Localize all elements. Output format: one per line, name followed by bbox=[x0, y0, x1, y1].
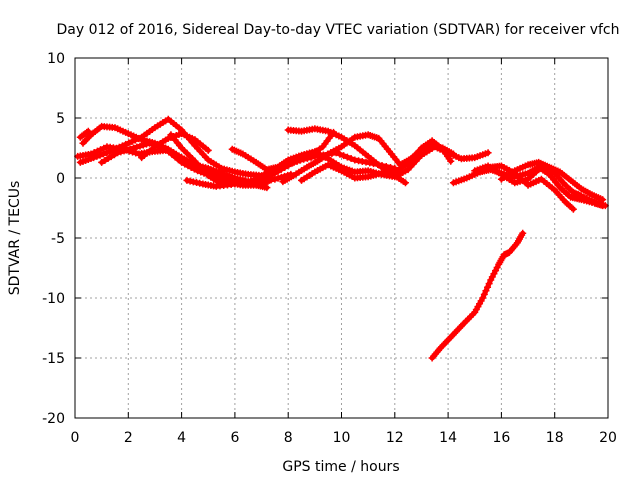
x-tick-label: 20 bbox=[599, 430, 617, 446]
data-point bbox=[130, 144, 138, 152]
x-tick-label: 12 bbox=[386, 430, 404, 446]
x-tick-label: 16 bbox=[492, 430, 510, 446]
x-tick-label: 14 bbox=[439, 430, 457, 446]
data-point bbox=[126, 145, 134, 153]
x-tick-label: 6 bbox=[230, 430, 239, 446]
y-axis-label: SDTVAR / TECUs bbox=[7, 181, 23, 296]
data-point bbox=[99, 150, 107, 158]
data-point bbox=[401, 179, 409, 187]
data-point bbox=[84, 127, 92, 135]
data-point bbox=[194, 167, 202, 175]
x-tick-label: 0 bbox=[71, 430, 80, 446]
data-point bbox=[102, 149, 110, 157]
data-point bbox=[482, 287, 490, 295]
data-point bbox=[142, 140, 150, 148]
x-tick-label: 4 bbox=[177, 430, 186, 446]
series-trace bbox=[472, 163, 608, 209]
data-point bbox=[480, 290, 488, 298]
data-point bbox=[146, 139, 154, 147]
data-point bbox=[484, 283, 492, 291]
data-point bbox=[109, 146, 117, 154]
data-point bbox=[343, 153, 351, 161]
data-point bbox=[204, 146, 212, 154]
y-tick-label: 0 bbox=[56, 171, 65, 187]
data-point bbox=[115, 143, 123, 151]
data-point bbox=[347, 155, 355, 163]
x-tick-label: 2 bbox=[124, 430, 133, 446]
data-point bbox=[599, 196, 607, 204]
data-point bbox=[96, 151, 104, 159]
data-point bbox=[93, 152, 101, 160]
series-sat17 bbox=[428, 229, 527, 362]
data-point bbox=[118, 142, 126, 150]
axis-ticks: 0 2 4 6 8 10 12 14 16 18 20 -20 -15 -10 -5 0 5 10 bbox=[42, 51, 617, 446]
data-point bbox=[271, 175, 279, 183]
data-point bbox=[90, 154, 98, 162]
data-point bbox=[277, 173, 285, 181]
y-tick-label: 10 bbox=[47, 51, 65, 67]
data-point bbox=[449, 150, 457, 158]
data-point bbox=[133, 143, 141, 151]
series-sat12 bbox=[298, 137, 455, 184]
data-point bbox=[484, 149, 492, 157]
data-point bbox=[387, 163, 395, 171]
x-tick-label: 18 bbox=[546, 430, 564, 446]
data-point bbox=[336, 150, 344, 158]
data-point bbox=[123, 146, 131, 154]
data-point bbox=[122, 140, 130, 148]
series-layer bbox=[74, 115, 609, 362]
data-point bbox=[447, 157, 455, 165]
data-point bbox=[340, 152, 348, 160]
y-tick-label: -20 bbox=[42, 411, 65, 427]
data-point bbox=[263, 184, 271, 192]
data-point bbox=[136, 142, 144, 150]
y-tick-label: -5 bbox=[51, 231, 65, 247]
data-point bbox=[519, 229, 527, 237]
data-point bbox=[158, 144, 166, 152]
y-tick-label: 5 bbox=[56, 111, 65, 127]
series-sat16 bbox=[497, 158, 607, 204]
y-tick-label: -15 bbox=[42, 351, 65, 367]
series-sat4 bbox=[76, 127, 92, 141]
data-point bbox=[120, 147, 128, 155]
series-sat15 bbox=[487, 162, 577, 213]
data-point bbox=[128, 138, 136, 146]
y-tick-label: -10 bbox=[42, 291, 65, 307]
x-tick-label: 8 bbox=[284, 430, 293, 446]
x-tick-label: 10 bbox=[333, 430, 351, 446]
data-point bbox=[479, 294, 487, 302]
x-axis-label: GPS time / hours bbox=[282, 459, 399, 475]
data-point bbox=[132, 149, 140, 157]
data-point bbox=[139, 141, 147, 149]
data-point bbox=[125, 139, 133, 147]
data-point bbox=[114, 149, 122, 157]
data-point bbox=[117, 148, 125, 156]
data-point bbox=[106, 148, 114, 156]
data-point bbox=[274, 174, 282, 182]
chart-title: Day 012 of 2016, Sidereal Day-to-day VTE… bbox=[56, 22, 619, 38]
grid bbox=[75, 58, 608, 418]
data-point bbox=[485, 280, 493, 288]
data-point bbox=[569, 205, 577, 213]
